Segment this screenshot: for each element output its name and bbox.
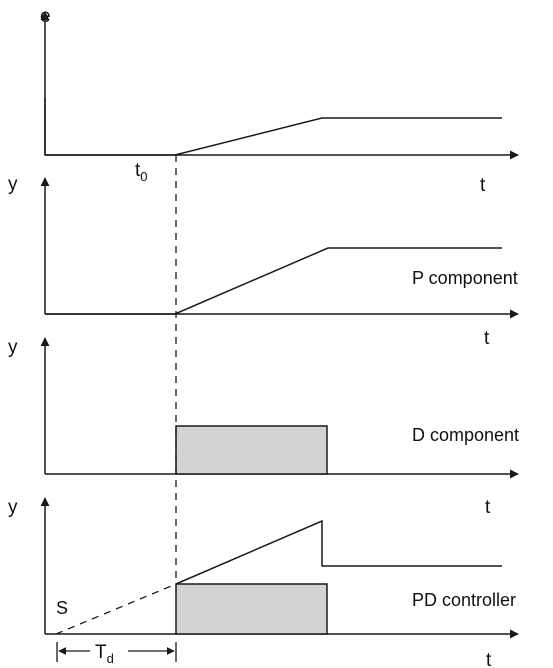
pd-response-curve [175, 519, 502, 585]
panel-p-component: y P component t [8, 174, 519, 349]
d-impulse-block [175, 425, 328, 475]
d-y-axis-label: y [8, 337, 18, 358]
pd-y-axis-label: y [8, 497, 18, 518]
pd-impulse-block [175, 583, 328, 635]
pd-controller-label: PD controller [412, 590, 516, 610]
panel-d-component: y D component t [8, 337, 519, 518]
s-label: S [56, 598, 68, 618]
d-component-label: D component [412, 425, 519, 445]
p-response-curve [45, 247, 502, 315]
panel-pd-controller: y S PD controller t [8, 497, 519, 668]
td-dimension: Td [56, 642, 177, 666]
d-t-axis-label: t [485, 497, 491, 518]
panel-error-signal: e t0 t [40, 6, 519, 196]
t0-label: t0 [135, 160, 148, 184]
td-extrapolation-line [55, 583, 177, 635]
p-t-axis-label: t [484, 328, 490, 349]
e-t-axis-label: t [480, 175, 486, 196]
p-component-label: P component [412, 268, 518, 288]
pd-t-axis-label: t [486, 650, 492, 668]
p-y-axis-label: y [8, 174, 18, 195]
e-signal-curve [44, 98, 502, 156]
td-label: Td [95, 642, 114, 666]
